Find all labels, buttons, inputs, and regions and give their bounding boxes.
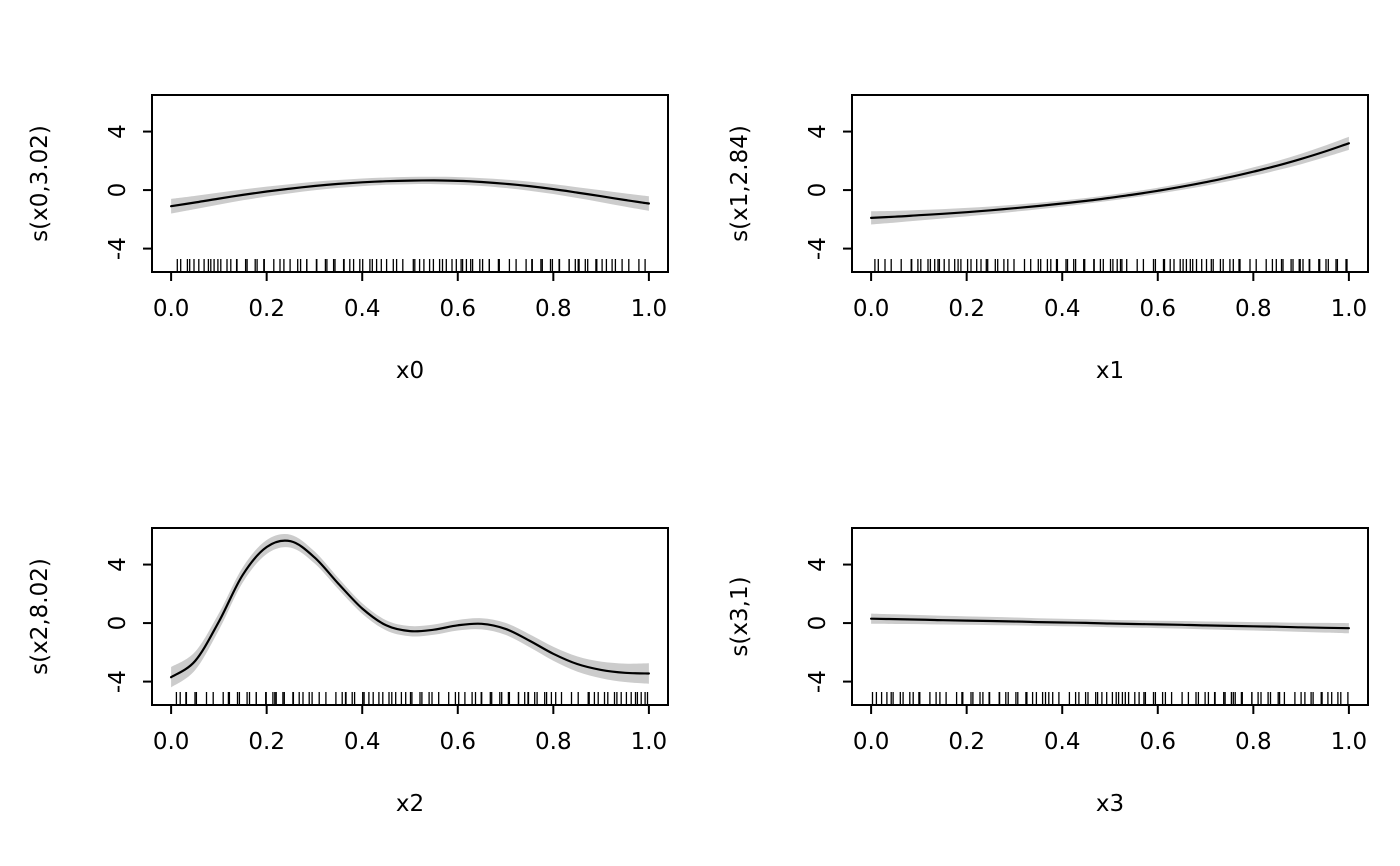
smooth-fit-line — [170, 539, 650, 679]
x-tick-label: 0.0 — [853, 296, 890, 322]
y-tick-label: -4 — [105, 237, 131, 260]
y-tick-label: 0 — [105, 616, 131, 631]
y-tick-label: 0 — [805, 183, 831, 198]
x-tick-label: 0.8 — [1235, 729, 1272, 755]
x-tick-label: 0.6 — [1139, 729, 1176, 755]
confidence-band — [871, 136, 1349, 225]
x-axis: 0.0 0.2 0.4 0.6 0.8 1.0 — [853, 705, 1367, 755]
x-tick-label: 0.4 — [1044, 729, 1081, 755]
confidence-band — [171, 534, 649, 688]
y-tick-label: 4 — [805, 557, 831, 572]
y-tick-label: -4 — [805, 237, 831, 260]
y-tick-label: 4 — [805, 124, 831, 139]
rug-marks — [175, 692, 649, 704]
rug-marks — [874, 259, 1348, 271]
x-tick-label: 0.6 — [1139, 296, 1176, 322]
y-axis-title: s(x1,2.84) — [727, 125, 753, 242]
x-tick-label: 0.4 — [344, 296, 381, 322]
rug-marks — [176, 259, 646, 271]
plot-x1: 0.0 0.2 0.4 0.6 0.8 1.0 -4 0 4 x1 s(x1,2.84) — [727, 94, 1369, 384]
y-axis: -4 0 4 — [105, 124, 152, 260]
x-tick-label: 0.0 — [153, 729, 190, 755]
x-tick-label: 0.4 — [1044, 296, 1081, 322]
x-tick-label: 0.2 — [248, 296, 285, 322]
x-axis: 0.0 0.2 0.4 0.6 0.8 1.0 — [153, 272, 667, 322]
x-tick-label: 1.0 — [1331, 296, 1368, 322]
y-tick-label: -4 — [805, 670, 831, 693]
x-tick-label: 0.0 — [153, 296, 190, 322]
x-tick-label: 0.2 — [248, 729, 285, 755]
y-tick-label: 4 — [105, 124, 131, 139]
x-tick-label: 1.0 — [1331, 729, 1368, 755]
y-axis: -4 0 4 — [805, 557, 852, 693]
plot-x2: 0.0 0.2 0.4 0.6 0.8 1.0 -4 0 4 x2 s(x2,8.02) — [27, 527, 669, 817]
plot-box — [151, 94, 669, 273]
x-tick-label: 1.0 — [631, 729, 668, 755]
x-axis: 0.0 0.2 0.4 0.6 0.8 1.0 — [153, 705, 667, 755]
x-tick-label: 0.6 — [439, 296, 476, 322]
y-tick-label: 0 — [105, 183, 131, 198]
y-tick-label: 4 — [105, 557, 131, 572]
plot-x3: 0.0 0.2 0.4 0.6 0.8 1.0 -4 0 4 x3 s(x3,1) — [727, 527, 1369, 817]
plot-x0: 0.0 0.2 0.4 0.6 0.8 1.0 -4 0 4 x0 s(x0,3.02) — [27, 94, 669, 384]
x-tick-label: 0.8 — [535, 729, 572, 755]
x-axis-title: x0 — [396, 358, 424, 384]
x-tick-label: 0.2 — [948, 729, 985, 755]
x-axis-title: x1 — [1096, 358, 1124, 384]
x-tick-label: 1.0 — [631, 296, 668, 322]
x-tick-label: 0.0 — [853, 729, 890, 755]
smooth-fit-line — [170, 179, 650, 208]
x-tick-label: 0.6 — [439, 729, 476, 755]
y-tick-label: 0 — [805, 616, 831, 631]
y-axis-title: s(x3,1) — [727, 576, 753, 656]
panel-s-x2: 0.0 0.2 0.4 0.6 0.8 1.0 -4 0 4 x2 s(x2,8.02) — [0, 433, 700, 866]
panel-s-x0: 0.0 0.2 0.4 0.6 0.8 1.0 -4 0 4 x0 s(x0,3.02) — [0, 0, 700, 433]
rug-marks — [871, 692, 1349, 704]
y-axis-title: s(x2,8.02) — [27, 558, 53, 675]
x-axis: 0.0 0.2 0.4 0.6 0.8 1.0 — [853, 272, 1367, 322]
x-axis-title: x2 — [396, 791, 424, 817]
x-tick-label: 0.8 — [535, 296, 572, 322]
x-tick-label: 0.4 — [344, 729, 381, 755]
x-axis-title: x3 — [1096, 791, 1124, 817]
panel-s-x3: 0.0 0.2 0.4 0.6 0.8 1.0 -4 0 4 x3 s(x3,1) — [700, 433, 1400, 866]
plot-box — [851, 527, 1369, 706]
x-tick-label: 0.2 — [948, 296, 985, 322]
panel-s-x1: 0.0 0.2 0.4 0.6 0.8 1.0 -4 0 4 x1 s(x1,2.84) — [700, 0, 1400, 433]
y-tick-label: -4 — [105, 670, 131, 693]
x-tick-label: 0.8 — [1235, 296, 1272, 322]
smooth-fit-line — [870, 142, 1350, 219]
y-axis: -4 0 4 — [805, 124, 852, 260]
y-axis-title: s(x0,3.02) — [27, 125, 53, 242]
plot-box — [851, 94, 1369, 273]
y-axis: -4 0 4 — [105, 557, 152, 693]
smooth-fit-line — [870, 617, 1350, 630]
plot-box — [151, 527, 669, 706]
